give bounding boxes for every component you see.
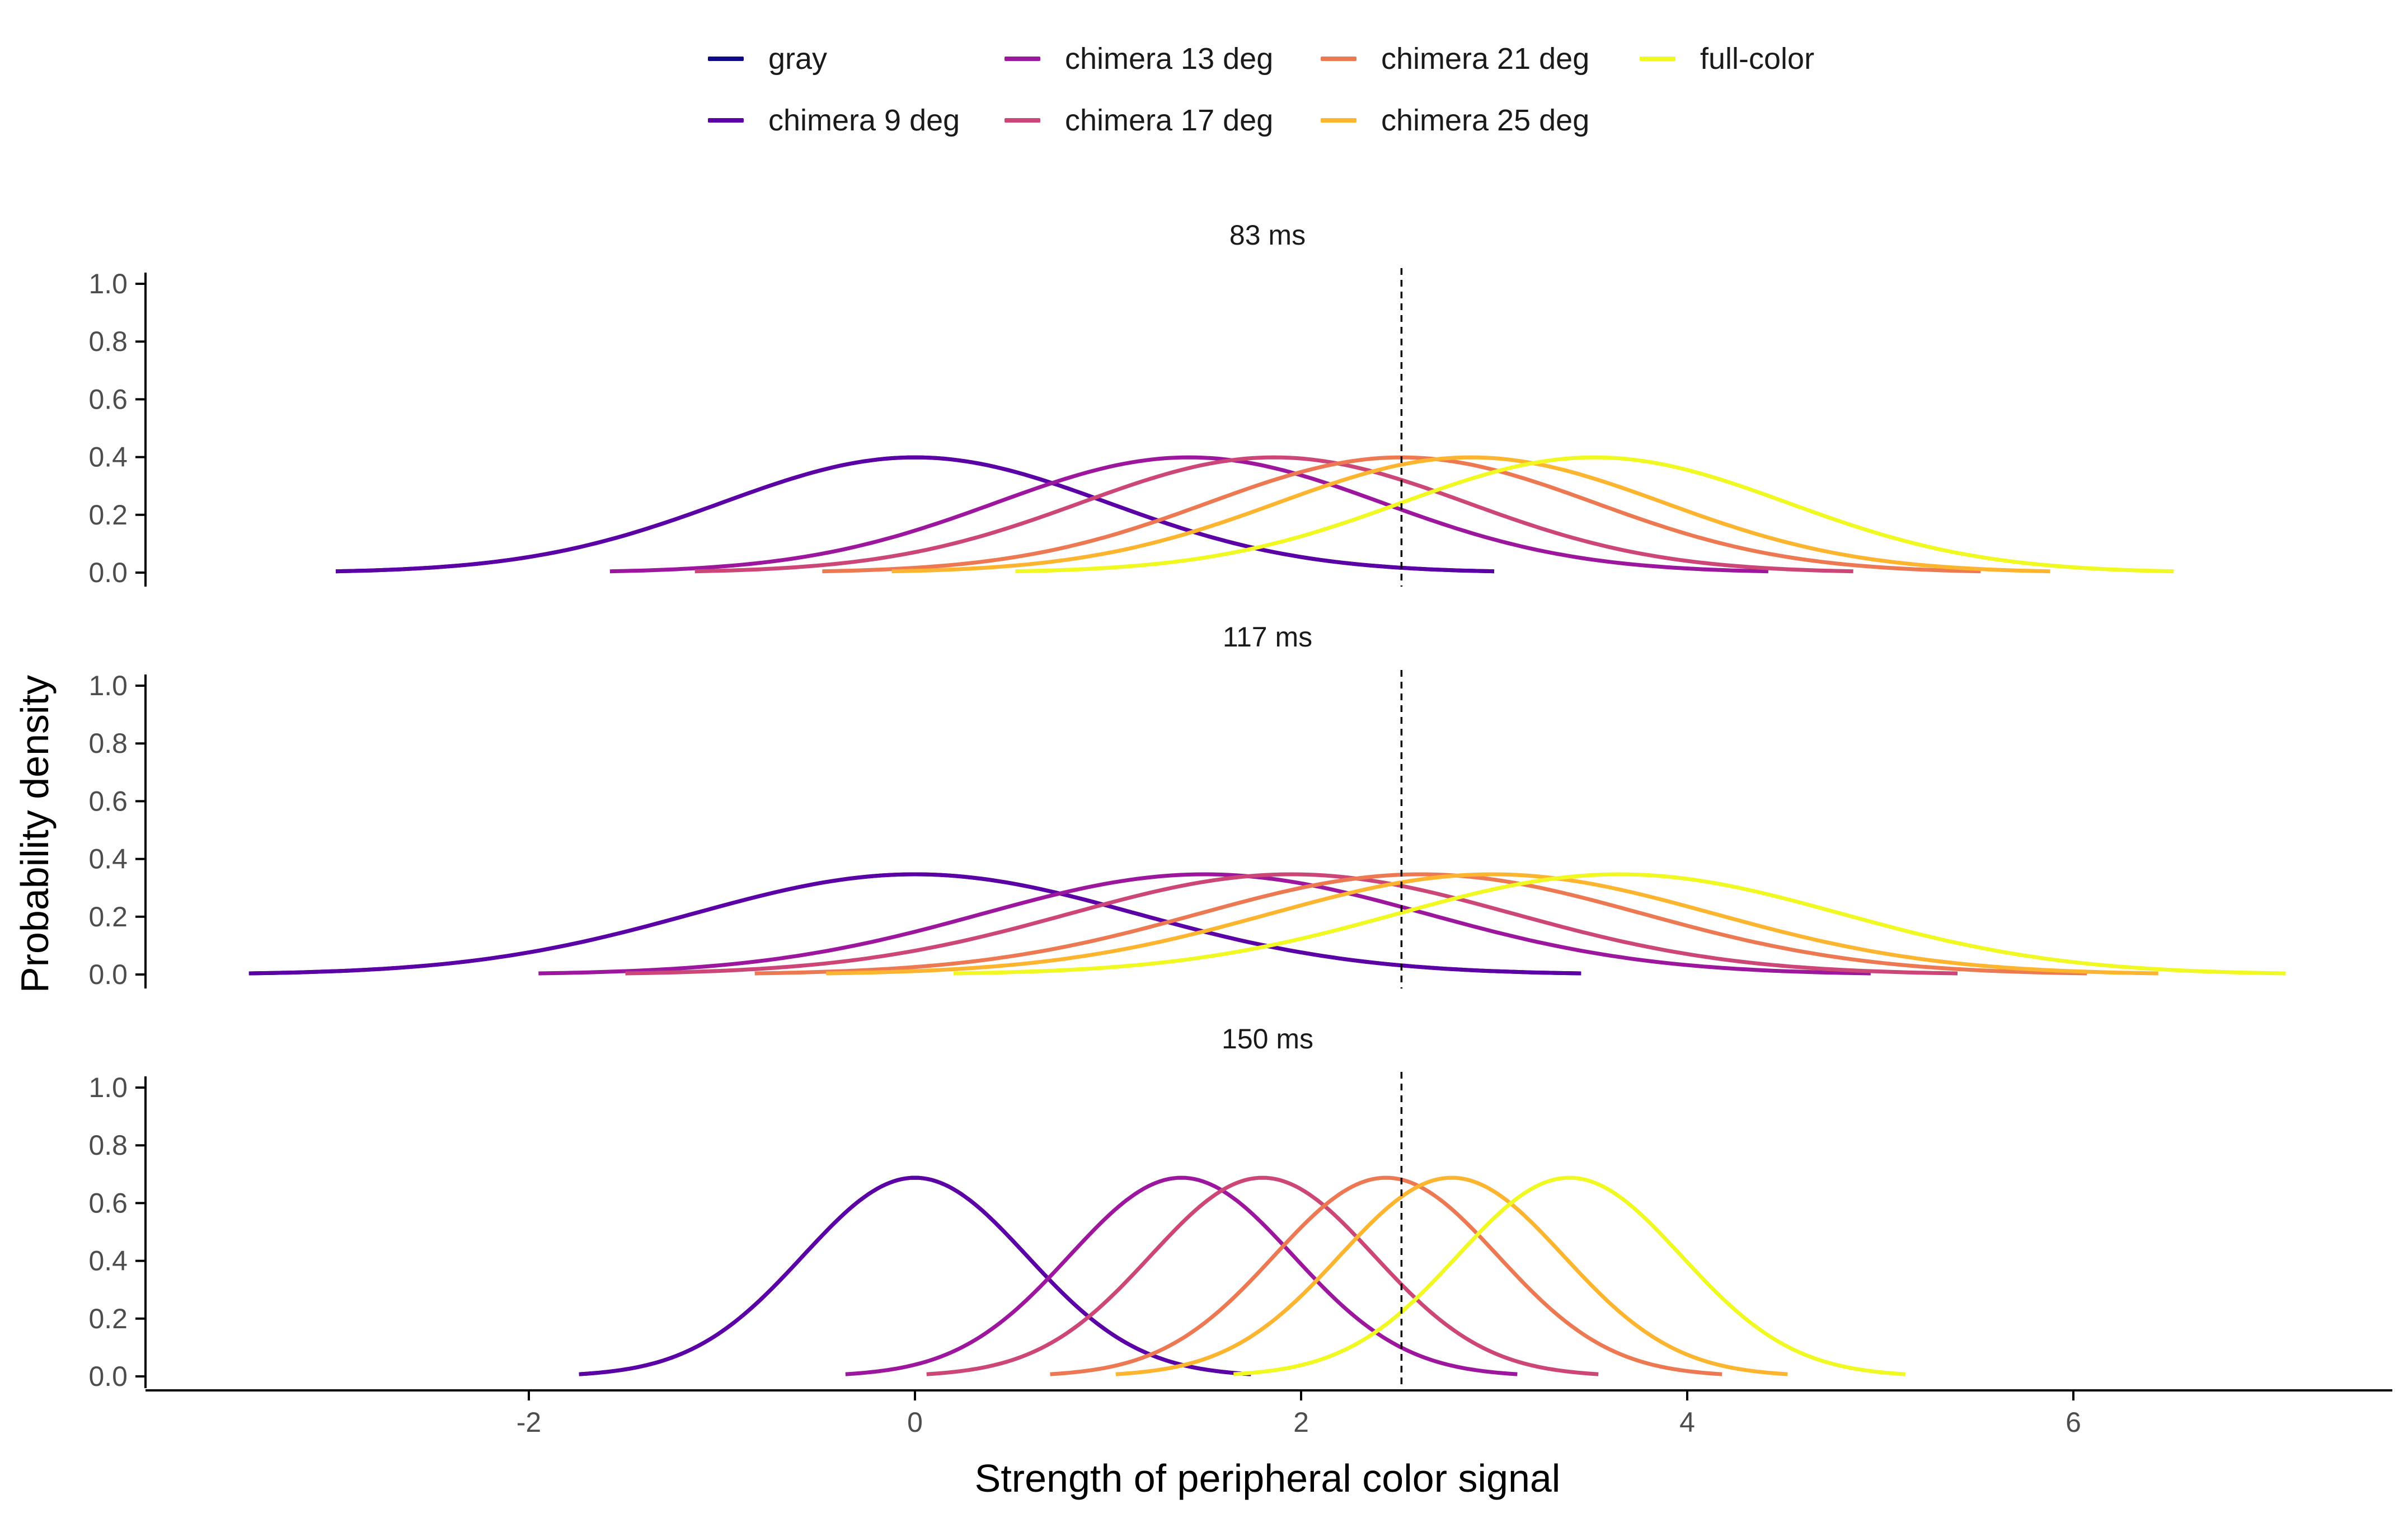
legend-item-chimera-25-deg: chimera 25 deg xyxy=(1321,95,1589,146)
y-tick-label: 1.0 xyxy=(88,268,128,299)
legend-swatch xyxy=(1640,57,1675,61)
legend-swatch xyxy=(708,57,744,61)
density-curve-chimera-9-deg xyxy=(248,872,1581,976)
legend-item-chimera-21-deg: chimera 21 deg xyxy=(1321,34,1589,84)
legend-swatch xyxy=(1321,57,1356,61)
y-tick-label: 0.0 xyxy=(88,959,128,990)
x-tick-label: 0 xyxy=(907,1407,923,1438)
y-axis-title: Probability density xyxy=(13,675,57,993)
legend-item-gray: gray xyxy=(708,34,827,84)
density-curve-gray xyxy=(248,872,1581,976)
y-tick-label: 0.8 xyxy=(88,326,128,357)
density-curve-gray xyxy=(335,455,1495,574)
y-tick-label: 0.0 xyxy=(88,1361,128,1392)
density-curve-chimera-25-deg xyxy=(1115,1175,1788,1376)
density-curve-full-color xyxy=(953,872,2286,976)
density-curve-chimera-9-deg xyxy=(579,1175,1251,1376)
legend-label: chimera 13 deg xyxy=(1065,42,1274,76)
legend-label: full-color xyxy=(1700,42,1815,76)
y-tick-label: 0.0 xyxy=(88,557,128,588)
legend: gray chimera 9 deg chimera 13 deg chimera 1… xyxy=(708,34,1883,162)
legend-label: chimera 21 deg xyxy=(1381,42,1590,76)
y-tick-label: 0.4 xyxy=(88,442,128,473)
legend-item-chimera-13-deg: chimera 13 deg xyxy=(1004,34,1273,84)
density-curve-chimera-13-deg xyxy=(609,455,1768,574)
x-tick-label: 6 xyxy=(2066,1407,2081,1438)
legend-label: chimera 9 deg xyxy=(768,104,960,137)
density-curve-chimera-17-deg xyxy=(694,455,1853,574)
panel-title: 150 ms xyxy=(1222,1023,1313,1055)
density-curve-gray xyxy=(579,1175,1251,1376)
density-curve-chimera-25-deg xyxy=(891,455,2050,574)
density-curve-chimera-9-deg xyxy=(335,455,1495,574)
y-tick-label: 0.6 xyxy=(88,785,128,817)
legend-label: chimera 17 deg xyxy=(1065,104,1274,137)
density-curve-chimera-13-deg xyxy=(845,1175,1518,1376)
legend-label: gray xyxy=(768,42,828,76)
y-tick-label: 0.8 xyxy=(88,728,128,759)
x-tick-label: -2 xyxy=(517,1407,541,1438)
density-curve-chimera-17-deg xyxy=(625,872,1958,976)
density-curve-chimera-21-deg xyxy=(1050,1175,1722,1376)
legend-swatch xyxy=(1321,118,1356,123)
density-curve-chimera-17-deg xyxy=(926,1175,1599,1376)
y-tick-label: 0.4 xyxy=(88,844,128,875)
legend-swatch xyxy=(708,118,744,123)
x-tick-label: 2 xyxy=(1293,1407,1309,1438)
x-axis-title: Strength of peripheral color signal xyxy=(975,1456,1561,1500)
legend-item-chimera-9-deg: chimera 9 deg xyxy=(708,95,960,146)
legend-item-chimera-17-deg: chimera 17 deg xyxy=(1004,95,1273,146)
density-curve-chimera-13-deg xyxy=(538,872,1871,976)
y-tick-label: 0.6 xyxy=(88,383,128,415)
legend-swatch xyxy=(1004,57,1040,61)
density-curve-full-color xyxy=(1233,1175,1906,1376)
y-tick-label: 0.6 xyxy=(88,1187,128,1219)
density-curve-full-color xyxy=(1015,455,2174,574)
y-tick-label: 0.2 xyxy=(88,499,128,531)
panel-title: 83 ms xyxy=(1229,219,1306,251)
density-curve-chimera-25-deg xyxy=(826,872,2158,976)
legend-item-full-color: full-color xyxy=(1640,34,1814,84)
y-tick-label: 0.2 xyxy=(88,901,128,933)
legend-label: chimera 25 deg xyxy=(1381,104,1590,137)
y-tick-label: 0.8 xyxy=(88,1130,128,1161)
panel-title: 117 ms xyxy=(1223,621,1312,653)
y-tick-label: 1.0 xyxy=(88,670,128,701)
legend-swatch xyxy=(1004,118,1040,123)
y-tick-label: 0.4 xyxy=(88,1245,128,1277)
x-tick-label: 4 xyxy=(1679,1407,1695,1438)
density-curve-chimera-21-deg xyxy=(754,872,2087,976)
y-tick-label: 0.2 xyxy=(88,1303,128,1334)
y-tick-label: 1.0 xyxy=(88,1072,128,1103)
